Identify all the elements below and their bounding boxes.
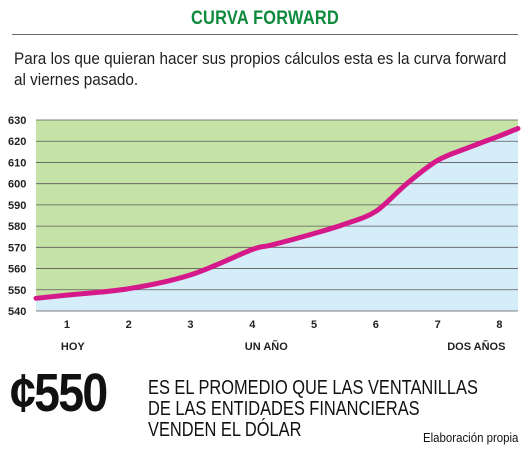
y-tick-label-550: 550 — [8, 285, 26, 297]
y-tick-label-610: 610 — [8, 157, 26, 169]
y-tick-label-600: 600 — [8, 179, 26, 191]
y-tick-label-580: 580 — [8, 221, 26, 233]
y-tick-label-570: 570 — [8, 242, 26, 254]
x-tick-label-4: 4 — [249, 319, 256, 331]
y-tick-label-620: 620 — [8, 136, 26, 148]
period-label-today: HOY — [61, 341, 85, 353]
source-credit: Elaboración propia — [422, 430, 518, 445]
x-tick-label-7: 7 — [435, 319, 441, 331]
y-tick-label-630: 630 — [8, 115, 26, 127]
x-tick-label-6: 6 — [373, 319, 379, 331]
chart-title: CURVA FORWARD — [190, 8, 340, 29]
period-label-one-year: UN AÑO — [245, 340, 288, 353]
x-tick-label-3: 3 — [187, 319, 193, 331]
y-tick-label-560: 560 — [8, 264, 26, 276]
average-statement: ES EL PROMEDIO QUE LAS VENTANILLAS DE LA… — [148, 377, 478, 441]
area-below-curve — [36, 128, 518, 311]
x-tick-label-5: 5 — [311, 319, 317, 331]
y-tick-label-540: 540 — [8, 306, 26, 318]
x-tick-label-2: 2 — [126, 319, 132, 331]
period-label-two-years: DOS AÑOS — [447, 340, 505, 353]
x-tick-label-1: 1 — [64, 319, 70, 331]
average-amount: ¢550 — [10, 363, 108, 423]
x-tick-label-8: 8 — [496, 319, 502, 331]
forward-curve-line — [33, 126, 521, 301]
y-tick-label-590: 590 — [8, 200, 26, 212]
chart-subtitle: Para los que quieran hacer sus propios c… — [14, 49, 507, 89]
title-divider — [12, 34, 518, 35]
